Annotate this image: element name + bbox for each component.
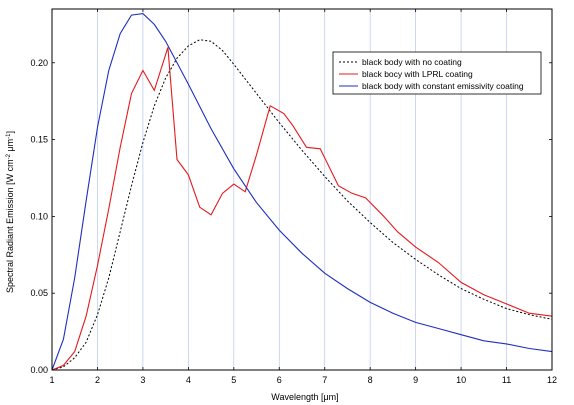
x-tick-label: 6 — [277, 375, 282, 385]
x-tick-label: 8 — [368, 375, 373, 385]
y-tick-label: 0.20 — [30, 58, 48, 68]
x-tick-label: 7 — [322, 375, 327, 385]
x-axis-label: Wavelength [μm] — [271, 392, 338, 402]
x-tick-label: 11 — [502, 375, 511, 385]
x-tick-label: 5 — [231, 375, 236, 385]
legend-label-3: black body with constant emissivity coat… — [362, 81, 524, 91]
x-tick-label: 10 — [456, 375, 466, 385]
legend: black body with no coating black bocy wit… — [332, 51, 542, 95]
ticks-layer: 1 2 3 4 5 6 7 8 9 10 11 120.000.050.100.150.20 — [30, 9, 557, 385]
y-tick-label: 0.00 — [30, 365, 48, 375]
x-tick-label: 4 — [186, 375, 191, 385]
legend-box — [332, 51, 542, 95]
series-line-3 — [51, 13, 553, 371]
x-tick-label: 9 — [413, 375, 418, 385]
x-tick-label: 2 — [95, 375, 100, 385]
y-tick-label: 0.15 — [30, 135, 48, 145]
series-layer — [51, 13, 553, 371]
series-line-2 — [51, 47, 553, 371]
plot-frame — [51, 8, 553, 371]
y-axis-label: Spectral Radiant Emission [W cm-2 μm-1] — [5, 131, 15, 293]
x-tick-label: 1 — [49, 375, 54, 385]
series-line-1 — [51, 39, 553, 371]
legend-label-2: black bocy with LPRL coating — [362, 69, 473, 79]
x-tick-label: 12 — [547, 375, 557, 385]
y-tick-label: 0.05 — [30, 288, 48, 298]
y-tick-label: 0.10 — [30, 211, 48, 221]
legend-label-1: black body with no coating — [362, 57, 462, 67]
x-tick-label: 3 — [140, 375, 145, 385]
